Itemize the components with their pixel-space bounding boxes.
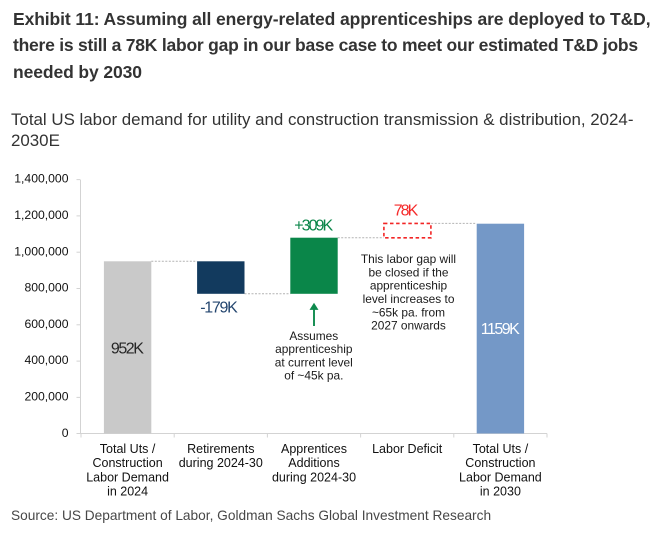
svg-text:in 2030: in 2030 — [480, 485, 521, 499]
svg-text:+309K: +309K — [294, 218, 333, 235]
svg-text:in 2024: in 2024 — [107, 485, 148, 499]
svg-text:apprenticeship: apprenticeship — [370, 279, 448, 293]
svg-text:1,200,000: 1,200,000 — [14, 208, 68, 222]
svg-text:level increases to: level increases to — [363, 292, 455, 306]
svg-text:1,000,000: 1,000,000 — [14, 244, 68, 258]
svg-text:at current level: at current level — [275, 355, 353, 369]
svg-text:Labor Deficit: Labor Deficit — [372, 442, 443, 456]
svg-text:apprenticeship: apprenticeship — [275, 342, 353, 356]
svg-text:Construction: Construction — [93, 456, 163, 470]
svg-text:0: 0 — [62, 426, 69, 440]
svg-text:Construction: Construction — [465, 456, 535, 470]
svg-text:Apprentices: Apprentices — [281, 442, 347, 456]
svg-text:~65k pa. from: ~65k pa. from — [372, 305, 445, 319]
svg-text:Total Uts /: Total Uts / — [100, 442, 156, 456]
svg-text:Additions: Additions — [288, 456, 339, 470]
svg-text:Labor Demand: Labor Demand — [86, 470, 169, 484]
svg-text:600,000: 600,000 — [24, 317, 68, 331]
svg-text:Labor Demand: Labor Demand — [459, 470, 542, 484]
svg-text:800,000: 800,000 — [24, 281, 68, 295]
svg-text:Assumes: Assumes — [289, 329, 338, 343]
svg-text:Total Uts /: Total Uts / — [473, 442, 529, 456]
svg-text:1,400,000: 1,400,000 — [14, 172, 68, 186]
svg-text:Retirements: Retirements — [187, 442, 254, 456]
svg-text:78K: 78K — [394, 202, 419, 219]
svg-text:952K: 952K — [111, 341, 144, 358]
svg-text:during 2024-30: during 2024-30 — [272, 470, 356, 484]
svg-text:during 2024-30: during 2024-30 — [179, 456, 263, 470]
svg-text:-179K: -179K — [200, 299, 238, 316]
svg-text:200,000: 200,000 — [24, 390, 68, 404]
svg-text:of ~45k pa.: of ~45k pa. — [284, 369, 343, 383]
svg-text:400,000: 400,000 — [24, 353, 68, 367]
svg-text:This labor gap will: This labor gap will — [361, 252, 456, 266]
svg-text:1159K: 1159K — [481, 321, 520, 338]
svg-text:2027 onwards: 2027 onwards — [371, 319, 446, 333]
svg-text:be closed if the: be closed if the — [369, 265, 449, 279]
